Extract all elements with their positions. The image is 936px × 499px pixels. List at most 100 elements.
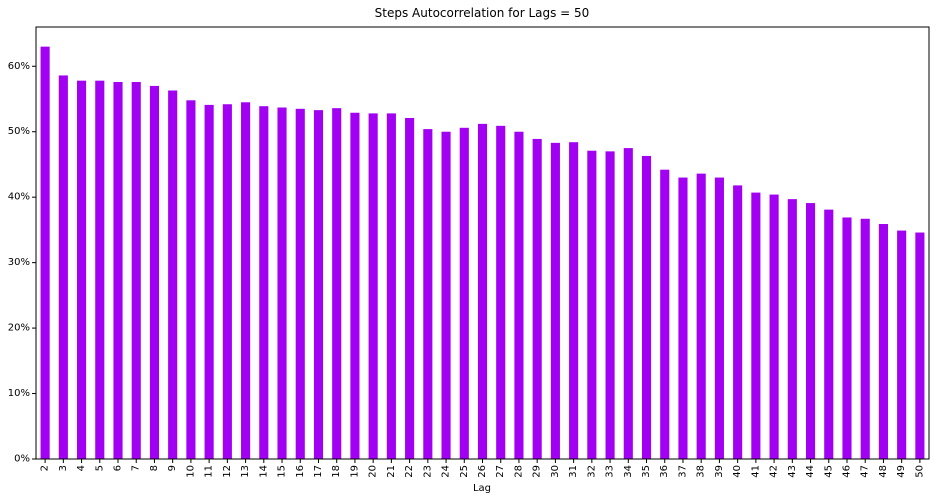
bar-lag-13 — [241, 102, 251, 460]
x-tick-label: 5 — [94, 465, 105, 471]
x-tick-label: 23 — [422, 465, 433, 478]
bar-lag-25 — [459, 127, 469, 460]
x-tick-label: 43 — [787, 465, 798, 478]
bar-lag-27 — [496, 125, 506, 459]
y-axis-ticks: 0% 10% 20% 30% 40% 50% 60% — [8, 61, 36, 465]
bar-lag-38 — [696, 173, 706, 459]
y-tick-label: 10% — [8, 388, 30, 399]
y-tick-label: 50% — [8, 126, 30, 137]
bar-lag-50 — [915, 232, 925, 459]
bar-lag-34 — [623, 148, 633, 459]
y-tick-label: 30% — [8, 257, 30, 268]
x-tick-label: 44 — [805, 465, 816, 478]
x-tick-label: 13 — [240, 465, 251, 478]
x-tick-label: 41 — [750, 465, 761, 478]
x-tick-label: 6 — [113, 465, 124, 471]
x-tick-label: 42 — [769, 465, 780, 478]
x-tick-label: 28 — [513, 465, 524, 478]
x-tick-label: 48 — [878, 465, 889, 478]
bar-lag-19 — [350, 112, 360, 459]
x-tick-label: 32 — [586, 465, 597, 478]
bar-lag-45 — [824, 209, 834, 459]
bar-lag-36 — [660, 169, 670, 459]
x-tick-label: 7 — [131, 465, 142, 471]
bar-lag-32 — [587, 150, 597, 459]
bar-lag-5 — [95, 80, 105, 460]
bar-lag-44 — [805, 203, 816, 459]
bars-group — [40, 46, 925, 460]
x-tick-label: 20 — [368, 465, 379, 478]
bar-lag-35 — [641, 155, 652, 459]
x-tick-label: 30 — [550, 465, 561, 478]
bar-lag-6 — [113, 81, 123, 459]
bar-lag-41 — [751, 192, 761, 459]
x-tick-label: 38 — [696, 465, 707, 478]
x-tick-label: 33 — [605, 465, 616, 478]
bar-lag-20 — [368, 113, 378, 460]
x-tick-label: 40 — [732, 465, 743, 478]
x-tick-label: 8 — [149, 465, 160, 471]
bar-lag-8 — [149, 85, 160, 459]
x-tick-label: 12 — [222, 465, 233, 478]
bar-lag-49 — [897, 230, 907, 459]
bar-lag-33 — [605, 151, 615, 460]
x-tick-label: 45 — [823, 465, 834, 478]
x-tick-label: 34 — [623, 465, 634, 478]
bar-lag-47 — [860, 218, 870, 459]
x-tick-label: 16 — [295, 465, 306, 478]
x-tick-label: 18 — [331, 465, 342, 478]
chart-title: Steps Autocorrelation for Lags = 50 — [375, 6, 590, 20]
x-tick-label: 4 — [76, 465, 87, 471]
bar-lag-26 — [477, 123, 488, 460]
x-tick-label: 11 — [204, 465, 215, 478]
bar-lag-17 — [313, 110, 324, 459]
bar-lag-2 — [40, 46, 50, 459]
bar-lag-28 — [514, 131, 524, 460]
x-tick-label: 26 — [477, 465, 488, 478]
bar-lag-12 — [222, 104, 232, 460]
bar-lag-11 — [204, 104, 214, 459]
x-tick-label: 31 — [568, 465, 579, 478]
bar-lag-7 — [131, 81, 141, 459]
x-axis-title: Lag — [473, 483, 491, 494]
bar-lag-4 — [77, 80, 87, 460]
x-tick-label: 19 — [349, 465, 360, 478]
bar-lag-15 — [277, 107, 287, 459]
bar-lag-29 — [532, 138, 542, 459]
bar-lag-48 — [878, 224, 888, 459]
bar-lag-37 — [678, 177, 688, 460]
bar-lag-24 — [441, 131, 451, 460]
bar-lag-43 — [787, 199, 797, 459]
x-tick-label: 35 — [641, 465, 652, 478]
x-tick-label: 25 — [459, 465, 470, 478]
bar-lag-16 — [295, 108, 305, 459]
bar-lag-40 — [733, 185, 743, 459]
bar-lag-22 — [405, 117, 415, 459]
bar-lag-23 — [423, 129, 433, 460]
x-tick-label: 17 — [313, 465, 324, 478]
x-tick-label: 49 — [896, 465, 907, 478]
y-tick-label: 60% — [8, 61, 30, 72]
x-tick-label: 15 — [277, 465, 288, 478]
y-tick-label: 40% — [8, 192, 30, 203]
x-tick-label: 2 — [40, 465, 51, 471]
x-tick-label: 14 — [258, 465, 269, 478]
x-tick-label: 24 — [441, 465, 452, 478]
x-tick-label: 46 — [841, 465, 852, 478]
bar-lag-9 — [168, 90, 178, 460]
x-tick-label: 10 — [185, 465, 196, 478]
x-tick-label: 27 — [495, 465, 506, 478]
y-tick-label: 0% — [14, 454, 30, 465]
x-tick-label: 21 — [386, 465, 397, 478]
x-tick-label: 3 — [58, 465, 69, 471]
x-tick-label: 37 — [677, 465, 688, 478]
bar-lag-30 — [550, 142, 560, 459]
bar-lag-42 — [769, 194, 779, 459]
bar-lag-31 — [569, 142, 579, 459]
x-axis-ticks: 2 3 4 5 6 7 8 9 10 11 12 13 14 15 16 17 18 19 20 21 22 23 24 25… — [40, 459, 925, 478]
bar-lag-10 — [186, 100, 196, 459]
x-tick-label: 50 — [914, 465, 925, 478]
x-tick-label: 47 — [860, 465, 871, 478]
x-tick-label: 36 — [659, 465, 670, 478]
